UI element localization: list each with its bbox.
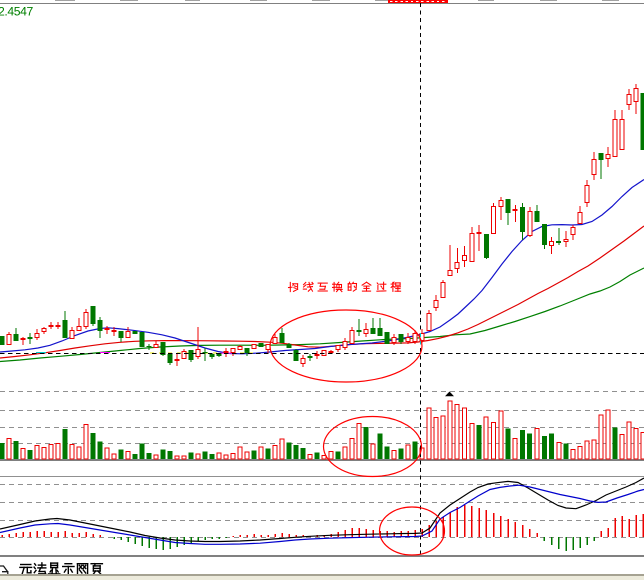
svg-text:2.4547: 2.4547 [0, 5, 33, 19]
